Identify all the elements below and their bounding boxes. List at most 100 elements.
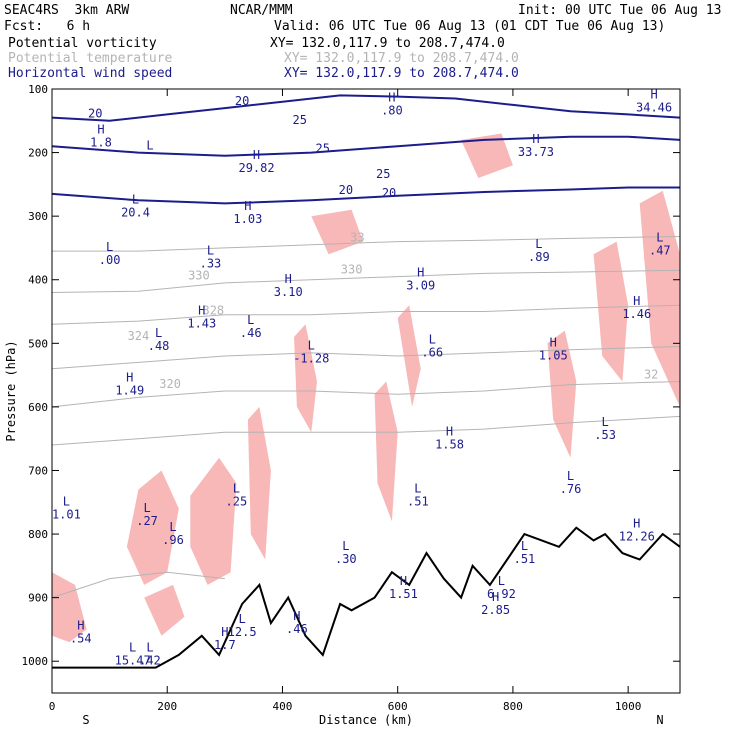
terrain-layer xyxy=(52,526,681,693)
extremum-value-2: 20.4 xyxy=(121,205,150,219)
extremum-value-1: 29.82 xyxy=(238,161,274,175)
extremum-type-33: L xyxy=(146,641,153,655)
y-tick-label-0: 100 xyxy=(28,83,48,96)
field-pv-xy: XY= 132.0,117.9 to 208.7,474.0 xyxy=(270,36,505,51)
extremum-type-8: H xyxy=(198,304,205,318)
extremum-value-40: .89 xyxy=(528,250,550,264)
extremum-value-20: .51 xyxy=(407,495,429,509)
x-tick-label-0: 0 xyxy=(49,700,56,713)
wind-contour-1 xyxy=(51,135,681,157)
model-name: SEAC4RS 3km ARW xyxy=(4,3,130,18)
extremum-value-12: .66 xyxy=(421,345,443,359)
extremum-value-37: 34.46 xyxy=(636,101,672,115)
extremum-value-39: 1.8 xyxy=(90,136,112,150)
extremum-type-39: H xyxy=(97,123,104,137)
theta-contour-layer xyxy=(51,236,681,599)
extremum-value-35: 1.7 xyxy=(214,638,236,652)
extremum-type-7: H xyxy=(417,266,424,280)
pv-shade-region-2 xyxy=(247,406,271,560)
extremum-value-28: 6.92 xyxy=(487,587,516,601)
extremum-type-25: L xyxy=(342,539,349,553)
pv-shade-region-11 xyxy=(52,572,87,643)
theta-contour-4 xyxy=(51,381,681,408)
extremum-type-35: H xyxy=(221,625,228,639)
valid-time: Valid: 06 UTC Tue 06 Aug 13 (01 CDT Tue … xyxy=(274,19,666,34)
extremum-type-0: L xyxy=(146,138,153,152)
extremum-value-6: 3.10 xyxy=(274,285,303,299)
extremum-type-4: L xyxy=(106,240,113,254)
field-theta-name: Potential temperature xyxy=(8,51,173,66)
extremum-type-18: L xyxy=(567,469,574,483)
pv-shade-region-4 xyxy=(374,381,398,522)
theta-contour-label-1: 330 xyxy=(188,269,210,283)
extremum-type-31: H xyxy=(77,618,84,632)
extremum-type-30: H xyxy=(293,609,300,623)
extremum-value-18: .76 xyxy=(560,482,582,496)
x-tick-label-5: 1000 xyxy=(615,700,642,713)
extremum-type-10: L xyxy=(155,326,162,340)
extremum-type-37: H xyxy=(650,88,657,102)
extremum-type-24: H xyxy=(633,517,640,531)
wind-contour-label-6: 25 xyxy=(293,113,307,127)
wind-contour-0 xyxy=(51,94,681,122)
field-wind-xy: XY= 132.0,117.9 to 208.7,474.0 xyxy=(284,66,519,81)
extremum-value-14: 1.46 xyxy=(622,307,651,321)
extremum-value-31: .54 xyxy=(70,631,92,645)
extremum-value-26: .51 xyxy=(514,552,536,566)
terrain-fill xyxy=(52,527,680,693)
extremum-type-38: H xyxy=(532,132,539,146)
wind-contour-label-2: 20 xyxy=(382,186,396,200)
extremum-value-15: 1.49 xyxy=(115,383,144,397)
extremum-type-11: L xyxy=(308,339,315,353)
y-tick-label-4: 500 xyxy=(28,337,48,350)
extremum-value-8: 1.43 xyxy=(187,317,216,331)
extremum-value-4: .00 xyxy=(99,253,121,267)
init-time: Init: 00 UTC Tue 06 Aug 13 xyxy=(518,3,722,18)
y-tick-label-5: 600 xyxy=(28,401,48,414)
extremum-type-41: L xyxy=(656,231,663,245)
theta-contour-0 xyxy=(52,236,681,252)
pv-shade-region-10 xyxy=(461,133,513,178)
extremum-type-19: L xyxy=(233,482,240,496)
theta-contour-label-2: 328 xyxy=(202,304,224,318)
extremum-type-29: L xyxy=(239,612,246,626)
x-tick-label-4: 800 xyxy=(503,700,523,713)
terrain-line xyxy=(52,526,681,669)
extremum-value-27: 1.51 xyxy=(389,587,418,601)
pv-shade-region-6 xyxy=(547,330,577,458)
x-tick-label-3: 600 xyxy=(388,700,408,713)
wind-contour-label-0: 20 xyxy=(88,107,102,121)
x-axis-label: Distance (km) xyxy=(319,713,413,727)
y-tick-label-6: 700 xyxy=(28,464,48,477)
extremum-value-11: -1.28 xyxy=(293,352,329,366)
extremum-value-3: 1.03 xyxy=(233,212,262,226)
extremum-type-5: L xyxy=(207,243,214,257)
y-tick-label-3: 400 xyxy=(28,274,48,287)
extremum-type-15: H xyxy=(126,370,133,384)
south-label: S xyxy=(82,713,89,727)
extremum-type-36: H xyxy=(388,91,395,105)
wind-contour-label-3: 20 xyxy=(339,183,353,197)
wind-contour-label-5: 25 xyxy=(316,142,330,156)
wind-contour-layer xyxy=(51,94,681,205)
pv-shade-region-1 xyxy=(190,457,237,585)
extremum-type-17: L xyxy=(601,415,608,429)
extremum-value-19: .25 xyxy=(226,495,248,509)
theta-contour-label-3: 324 xyxy=(128,329,150,343)
x-tick-label-1: 200 xyxy=(157,700,177,713)
y-tick-label-7: 800 xyxy=(28,528,48,541)
extremum-type-3: H xyxy=(244,199,251,213)
extremum-value-9: .46 xyxy=(240,326,262,340)
forecast-hour: Fcst: 6 h xyxy=(4,19,91,34)
field-pv-name: Potential vorticity xyxy=(8,36,157,51)
extremum-type-26: L xyxy=(521,539,528,553)
wind-contour-label-1: 20 xyxy=(235,94,249,108)
x-tick-label-2: 400 xyxy=(273,700,293,713)
theta-contour-label-4: 320 xyxy=(159,377,181,391)
extremum-value-41: .47 xyxy=(649,244,671,258)
y-tick-label-9: 1000 xyxy=(22,655,49,668)
field-wind-name: Horizontal wind speed xyxy=(8,66,173,81)
extremum-value-38: 33.73 xyxy=(518,145,554,159)
